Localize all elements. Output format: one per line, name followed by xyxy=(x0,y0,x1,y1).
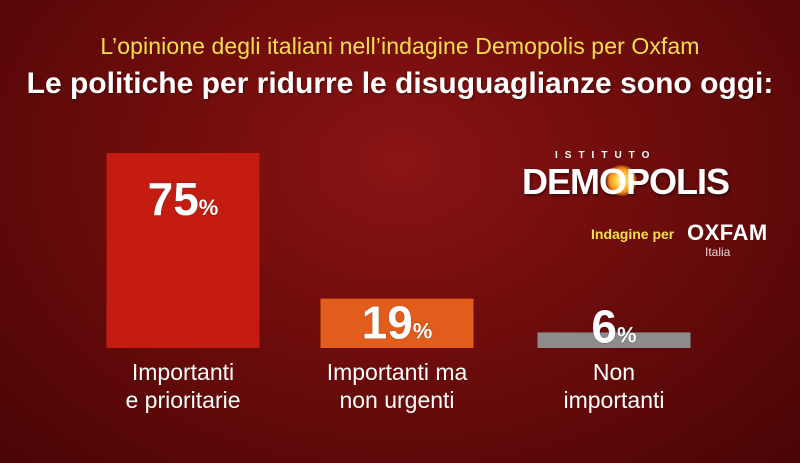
chart-subtitle: L’opinione degli italiani nell’indagine … xyxy=(100,33,700,59)
bar-3 xyxy=(537,332,691,348)
chart-title: Le politiche per ridurre le disuguaglian… xyxy=(26,67,774,100)
category-label-2: Importanti ma non urgenti xyxy=(327,359,468,413)
survey-label: Indagine per xyxy=(591,226,675,242)
bar-value-label-2: 19% xyxy=(362,297,433,349)
oxfam-logo-subtitle: Italia xyxy=(705,245,731,259)
demopolis-logo-glow-icon xyxy=(606,165,637,196)
oxfam-logo: OXFAM xyxy=(687,220,768,245)
bar-value-label-1: 75% xyxy=(148,173,219,225)
bar-value-label-3: 6% xyxy=(591,300,636,352)
bar-1 xyxy=(106,153,260,348)
category-label-3: Non importanti xyxy=(564,359,665,413)
bar-2 xyxy=(320,298,474,348)
logo-istituto-text: ISTITUTO xyxy=(555,150,657,161)
category-label-1: Importanti e prioritarie xyxy=(125,359,240,413)
